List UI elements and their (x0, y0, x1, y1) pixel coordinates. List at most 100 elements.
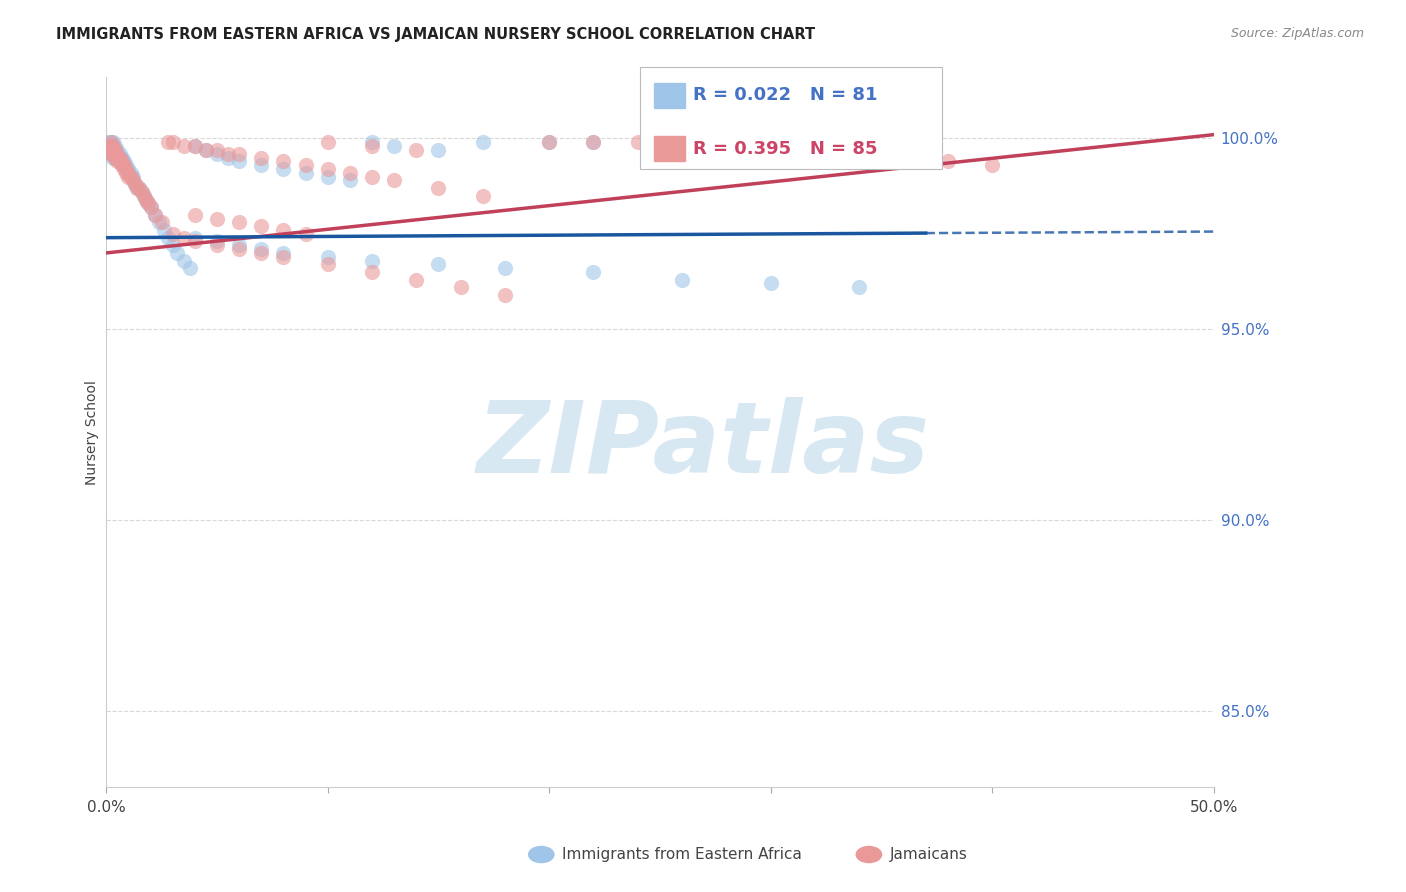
Point (316, 169, 339, 184)
Point (194, 143, 217, 157)
Point (105, 151, 128, 165)
Point (105, 151, 128, 165)
Point (205, 211, 228, 226)
Point (273, 246, 295, 260)
Point (582, 136, 605, 150)
Point (101, 143, 124, 157)
Text: Source: ZipAtlas.com: Source: ZipAtlas.com (1230, 27, 1364, 40)
Point (382, 173, 405, 187)
Point (450, 280, 472, 294)
Point (121, 173, 143, 187)
Point (273, 223, 295, 237)
Point (128, 181, 150, 195)
Point (97, 136, 120, 150)
Point (136, 196, 159, 211)
Point (316, 161, 339, 176)
Point (893, 151, 915, 165)
Point (250, 151, 273, 165)
Point (117, 169, 139, 184)
Point (115, 161, 138, 176)
Point (162, 238, 184, 252)
Point (648, 139, 671, 153)
Point (121, 173, 143, 187)
Point (250, 246, 273, 260)
Point (100, 139, 122, 153)
Point (316, 136, 339, 150)
Point (143, 208, 166, 222)
Point (162, 136, 184, 150)
Point (157, 136, 180, 150)
Point (112, 158, 135, 172)
Text: Jamaicans: Jamaicans (890, 847, 967, 862)
Point (205, 143, 228, 157)
Point (184, 235, 207, 249)
Point (316, 257, 339, 271)
Point (97, 139, 120, 153)
Point (112, 161, 135, 176)
Point (173, 253, 195, 268)
Point (136, 196, 159, 211)
Point (228, 215, 250, 229)
Point (361, 169, 384, 184)
Point (101, 151, 124, 165)
Text: R = 0.022   N = 81: R = 0.022 N = 81 (693, 87, 877, 104)
Point (150, 215, 173, 229)
Point (205, 238, 228, 252)
Point (759, 277, 782, 291)
Point (104, 151, 127, 165)
Point (132, 188, 155, 202)
Point (104, 151, 127, 165)
Point (108, 151, 131, 165)
Point (361, 139, 384, 153)
Point (494, 288, 516, 302)
Point (184, 208, 207, 222)
Point (120, 169, 142, 184)
Point (111, 154, 134, 169)
Point (104, 143, 127, 157)
Point (117, 161, 139, 176)
Point (162, 227, 184, 241)
Point (143, 208, 166, 222)
Point (111, 158, 134, 172)
Point (104, 146, 127, 161)
Point (538, 136, 561, 150)
Point (848, 146, 870, 161)
Point (111, 158, 134, 172)
Point (105, 154, 128, 169)
Point (166, 246, 188, 260)
Point (112, 158, 135, 172)
Point (128, 181, 150, 195)
Point (405, 273, 427, 287)
Point (471, 188, 494, 202)
Point (100, 143, 122, 157)
Point (316, 250, 339, 264)
Point (205, 235, 228, 249)
Point (135, 193, 157, 207)
Point (127, 181, 149, 195)
Point (759, 143, 782, 157)
Point (217, 146, 239, 161)
Point (101, 146, 124, 161)
Point (538, 136, 561, 150)
Point (117, 166, 139, 180)
Point (471, 136, 494, 150)
Point (173, 139, 195, 153)
Point (981, 158, 1004, 172)
Point (427, 181, 450, 195)
Point (101, 139, 124, 153)
Point (108, 146, 131, 161)
Point (121, 169, 143, 184)
Point (100, 146, 122, 161)
Point (273, 161, 295, 176)
Point (100, 139, 122, 153)
Point (124, 178, 146, 192)
Point (115, 166, 138, 180)
Point (361, 136, 384, 150)
Point (804, 143, 827, 157)
Point (135, 193, 157, 207)
Point (101, 139, 124, 153)
Point (194, 143, 217, 157)
Point (339, 166, 361, 180)
Point (361, 265, 384, 279)
Point (273, 154, 295, 169)
